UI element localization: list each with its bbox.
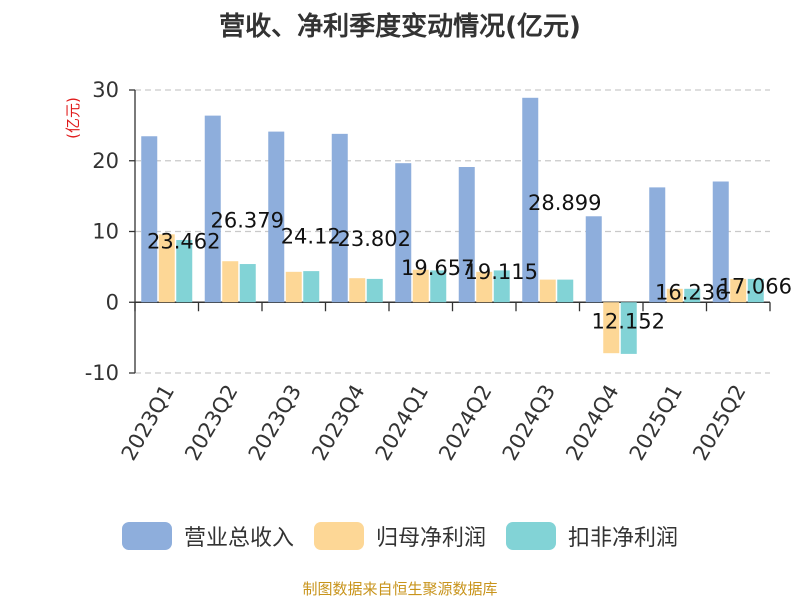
bar-2 <box>285 271 302 303</box>
x-tick-label: 2023Q1 <box>117 381 179 465</box>
data-label: 16.236 <box>655 280 728 304</box>
bar-1 <box>522 97 539 303</box>
bars <box>141 97 764 354</box>
bar-2 <box>666 288 683 303</box>
bar-1 <box>585 216 602 303</box>
y-axis-label: (亿元) <box>64 97 82 139</box>
data-label: 26.379 <box>211 209 284 233</box>
bar-1 <box>712 181 729 303</box>
x-tick-label: 2025Q2 <box>688 381 750 465</box>
data-label: 12.152 <box>592 309 665 333</box>
bar-2 <box>412 269 429 303</box>
legend-label: 归母净利润 <box>375 526 486 551</box>
bar-3 <box>366 278 383 303</box>
bar-2 <box>476 271 493 303</box>
x-tick-label: 2024Q3 <box>498 381 560 465</box>
bar-3 <box>557 279 574 303</box>
bar-2 <box>349 278 366 303</box>
x-tick-label: 2024Q2 <box>434 381 496 465</box>
data-label: 17.066 <box>719 275 792 299</box>
data-label: 24.12 <box>281 225 341 249</box>
y-tick-label: 30 <box>92 78 119 102</box>
y-tick-label: -10 <box>85 361 119 385</box>
legend: 营业总收入 归母净利润 扣非净利润 <box>0 518 800 554</box>
bar-1 <box>141 136 158 303</box>
legend-label: 扣非净利润 <box>568 526 679 551</box>
legend-swatch <box>506 522 556 550</box>
bar-1 <box>649 187 666 303</box>
bar-3 <box>176 239 193 303</box>
legend-item[interactable]: 扣非净利润 <box>506 520 678 552</box>
bar-3 <box>239 264 256 303</box>
bar-2 <box>222 261 239 303</box>
bar-2 <box>158 234 175 303</box>
bar-3 <box>493 270 510 303</box>
bar-2 <box>539 279 556 303</box>
bar-1 <box>204 115 221 303</box>
bar-2 <box>730 278 747 303</box>
x-tick-label: 2023Q2 <box>180 381 242 465</box>
bar-3 <box>684 288 701 303</box>
gridlines <box>135 89 770 374</box>
bar-2 <box>603 302 620 354</box>
y-tick-label: 10 <box>92 220 119 244</box>
chart-title: 营收、净利季度变动情况(亿元) <box>219 12 581 42</box>
legend-swatch <box>121 522 172 550</box>
legend-item[interactable]: 归母净利润 <box>313 520 486 552</box>
data-label: 19.115 <box>465 260 538 284</box>
data-label: 23.462 <box>147 229 220 253</box>
source-note: 制图数据来自恒生聚源数据库 <box>302 580 498 598</box>
bar-3 <box>303 271 320 303</box>
x-tick-label: 2025Q1 <box>625 381 687 465</box>
x-tick-label: 2024Q1 <box>371 381 433 465</box>
x-tick-label: 2023Q3 <box>244 381 306 465</box>
legend-label: 营业总收入 <box>183 526 294 551</box>
x-tick-label: 2023Q4 <box>307 381 369 465</box>
x-tick-label: 2024Q4 <box>561 381 623 465</box>
legend-swatch <box>313 522 364 550</box>
bar-3 <box>430 270 447 303</box>
bar-1 <box>268 131 285 303</box>
y-tick-label: 20 <box>92 149 119 173</box>
data-label: 28.899 <box>528 191 601 215</box>
bar-1 <box>331 133 348 303</box>
bar-3 <box>747 278 764 303</box>
legend-item[interactable]: 营业总收入 <box>121 520 294 552</box>
data-label: 23.802 <box>338 227 411 251</box>
y-tick-label: 0 <box>106 290 119 314</box>
bar-3 <box>620 302 637 354</box>
bar-1 <box>458 167 475 303</box>
bar-1 <box>395 163 412 303</box>
data-label: 19.657 <box>401 256 474 280</box>
